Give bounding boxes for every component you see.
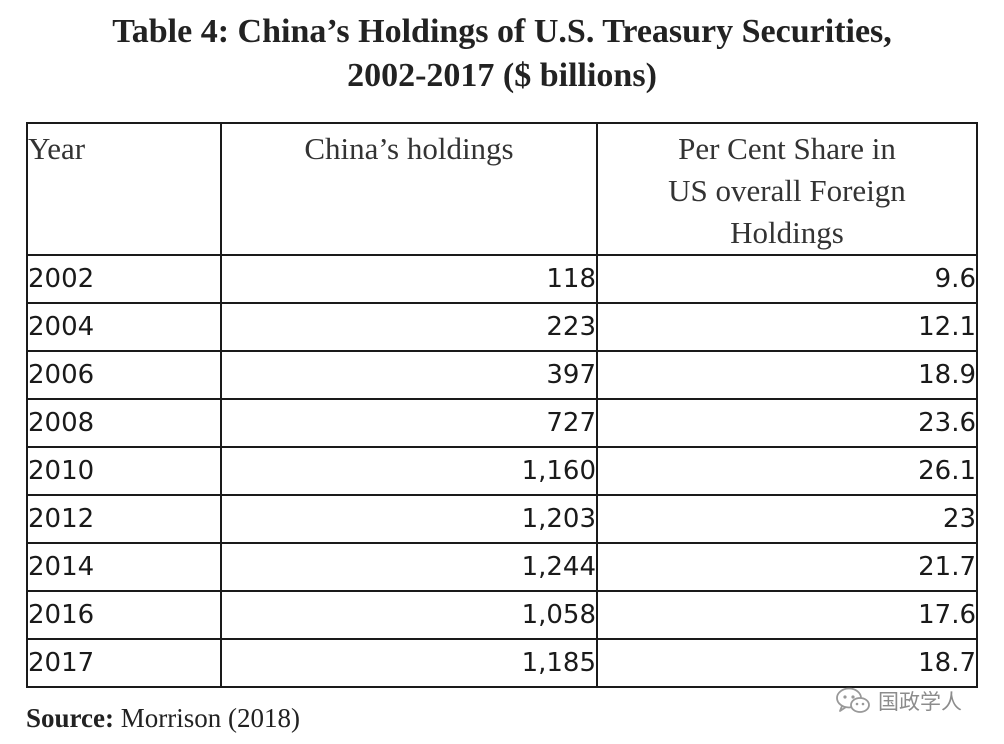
source-note: Source: Morrison (2018) (26, 700, 300, 736)
header-share-line-1: Per Cent Share in (678, 131, 896, 166)
watermark: 国政学人 (836, 686, 962, 716)
cell-holdings: 1,160 (220, 446, 598, 496)
table-row: 2012 1,203 23 (26, 494, 978, 544)
cell-holdings: 397 (220, 350, 598, 400)
cell-holdings: 223 (220, 302, 598, 352)
cell-share: 12.1 (596, 302, 978, 352)
cell-year: 2010 (26, 446, 222, 496)
cell-year: 2014 (26, 542, 222, 592)
cell-share: 17.6 (596, 590, 978, 640)
source-text: Morrison (2018) (114, 703, 300, 733)
table-row: 2004 223 12.1 (26, 302, 978, 352)
source-label: Source: (26, 703, 114, 733)
table-row: 2002 118 9.6 (26, 254, 978, 304)
table-row: 2010 1,160 26.1 (26, 446, 978, 496)
cell-year: 2002 (26, 254, 222, 304)
cell-year: 2012 (26, 494, 222, 544)
holdings-table: Year China’s holdings Per Cent Share in … (26, 122, 978, 688)
cell-holdings: 118 (220, 254, 598, 304)
cell-year: 2016 (26, 590, 222, 640)
cell-year: 2017 (26, 638, 222, 688)
header-share: Per Cent Share in US overall Foreign Hol… (596, 122, 978, 256)
cell-holdings: 1,058 (220, 590, 598, 640)
header-year: Year (26, 122, 222, 256)
header-share-line-3: Holdings (730, 215, 844, 250)
table-row: 2017 1,185 18.7 (26, 638, 978, 688)
watermark-text: 国政学人 (878, 690, 962, 714)
table-row: 2016 1,058 17.6 (26, 590, 978, 640)
cell-holdings: 1,244 (220, 542, 598, 592)
table-row: 2014 1,244 21.7 (26, 542, 978, 592)
header-holdings: China’s holdings (220, 122, 598, 256)
cell-holdings: 1,203 (220, 494, 598, 544)
wechat-icon (836, 687, 870, 715)
header-row: Year China’s holdings Per Cent Share in … (26, 122, 978, 256)
cell-share: 26.1 (596, 446, 978, 496)
cell-share: 23 (596, 494, 978, 544)
cell-share: 18.7 (596, 638, 978, 688)
cell-share: 18.9 (596, 350, 978, 400)
table-row: 2008 727 23.6 (26, 398, 978, 448)
title-line-1: Table 4: China’s Holdings of U.S. Treasu… (112, 13, 892, 50)
header-share-line-2: US overall Foreign (668, 173, 906, 208)
cell-holdings: 1,185 (220, 638, 598, 688)
title-line-2: 2002-2017 ($ billions) (347, 57, 657, 94)
cell-year: 2008 (26, 398, 222, 448)
table-row: 2006 397 18.9 (26, 350, 978, 400)
table-title: Table 4: China’s Holdings of U.S. Treasu… (0, 10, 1004, 98)
cell-share: 23.6 (596, 398, 978, 448)
cell-share: 9.6 (596, 254, 978, 304)
cell-year: 2006 (26, 350, 222, 400)
cell-holdings: 727 (220, 398, 598, 448)
cell-share: 21.7 (596, 542, 978, 592)
cell-year: 2004 (26, 302, 222, 352)
